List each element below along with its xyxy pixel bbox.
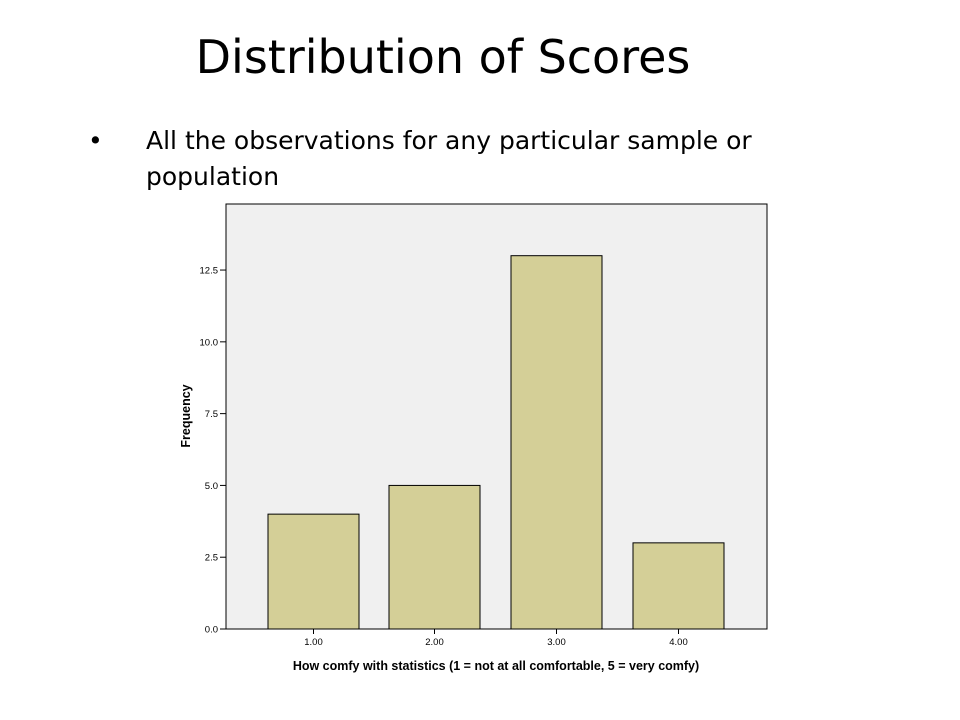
y-tick-label: 10.0 <box>200 337 219 348</box>
x-tick-label: 1.00 <box>304 637 323 648</box>
bar-3.00 <box>510 255 603 630</box>
bar-1.00 <box>267 513 360 630</box>
y-tick-label: 0.0 <box>205 625 218 636</box>
bars-group <box>267 255 725 630</box>
y-tick-label: 12.5 <box>200 266 219 277</box>
y-axis-ticks: 0.0 2.5 5.0 7.5 10.0 12.5 <box>200 266 226 636</box>
x-axis-label: How comfy with statistics (1 = not at al… <box>293 659 699 673</box>
y-axis-label: Frequency <box>179 384 193 447</box>
x-tick-label: 3.00 <box>547 637 566 648</box>
bullet-text: All the observations for any particular … <box>146 126 752 191</box>
y-tick-label: 2.5 <box>205 553 218 564</box>
y-tick-label: 5.0 <box>205 481 218 492</box>
bullet-marker: • <box>88 126 103 155</box>
bullet-point: • All the observations for any particula… <box>88 123 828 195</box>
bar-4.00 <box>632 542 725 630</box>
bar-2.00 <box>388 484 481 630</box>
y-tick-label: 7.5 <box>205 409 218 420</box>
x-tick-label: 2.00 <box>425 637 444 648</box>
x-tick-label: 4.00 <box>669 637 688 648</box>
x-axis-ticks: 1.00 2.00 3.00 4.00 <box>304 629 688 648</box>
slide-title: Distribution of Scores <box>195 30 691 84</box>
